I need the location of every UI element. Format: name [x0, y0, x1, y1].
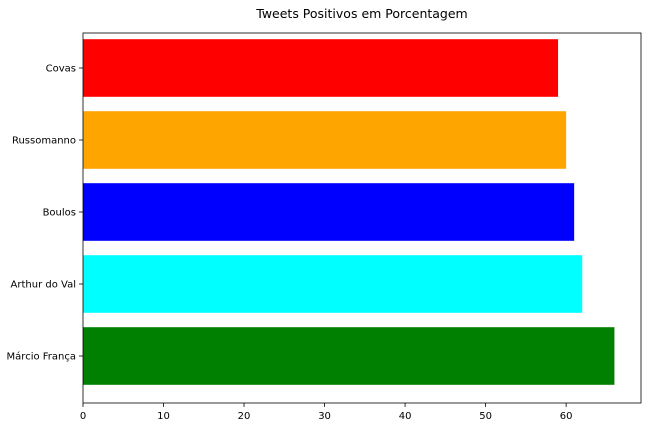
- y-tick-label: Arthur do Val: [11, 280, 76, 291]
- y-tick-label: Covas: [46, 64, 76, 75]
- x-tick-label: 50: [479, 411, 492, 422]
- x-tick-label: 10: [157, 411, 170, 422]
- y-tick-label: Boulos: [43, 208, 76, 219]
- chart-title: Tweets Positivos em Porcentagem: [255, 6, 467, 21]
- y-axis-ticks: Covas Russomanno Boulos Arthur do Val Márcio…: [7, 64, 83, 363]
- y-tick-label: Russomanno: [12, 136, 76, 147]
- y-tick-label: Márcio França: [7, 351, 76, 363]
- bar-m-rcio-fran-a: [83, 327, 615, 385]
- plot-frame: [82, 32, 642, 404]
- x-tick-label: 20: [238, 411, 251, 422]
- x-tick-label: 60: [560, 411, 573, 422]
- bar-boulos: [83, 183, 575, 241]
- x-tick-label: 0: [80, 411, 86, 422]
- bar-covas: [83, 39, 559, 97]
- bars-layer: [83, 39, 615, 385]
- bar-russomanno: [83, 111, 567, 169]
- x-tick-label: 40: [399, 411, 412, 422]
- bar-arthur-do-val: [83, 255, 583, 313]
- x-axis-ticks: 0 10 20 30 40 50 60: [80, 403, 573, 422]
- x-tick-label: 30: [318, 411, 331, 422]
